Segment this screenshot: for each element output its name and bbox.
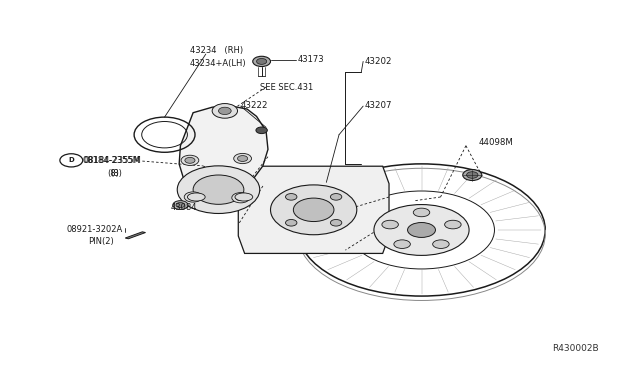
Circle shape (330, 193, 342, 200)
Text: 44098M: 44098M (479, 138, 513, 147)
Text: 43234   (RH): 43234 (RH) (190, 46, 243, 55)
Circle shape (285, 193, 297, 200)
Ellipse shape (298, 164, 545, 296)
Ellipse shape (408, 222, 435, 237)
Circle shape (256, 127, 268, 134)
Circle shape (253, 56, 271, 67)
Ellipse shape (349, 191, 495, 269)
Ellipse shape (445, 220, 461, 229)
Ellipse shape (433, 240, 449, 248)
Circle shape (257, 58, 267, 64)
Ellipse shape (374, 205, 469, 256)
Text: R430002B: R430002B (552, 344, 599, 353)
Polygon shape (238, 166, 389, 253)
Text: (8): (8) (108, 169, 119, 178)
Text: 08921-3202A: 08921-3202A (66, 225, 122, 234)
Circle shape (330, 219, 342, 226)
Circle shape (193, 175, 244, 204)
Circle shape (173, 201, 188, 209)
Circle shape (232, 193, 250, 203)
Text: D: D (68, 157, 74, 163)
Text: 43173: 43173 (298, 55, 324, 64)
Ellipse shape (188, 193, 205, 201)
Circle shape (176, 202, 185, 208)
Text: 08184-2355M: 08184-2355M (84, 156, 142, 165)
Text: PIN(2): PIN(2) (88, 237, 114, 246)
Circle shape (237, 155, 248, 161)
Text: 43222: 43222 (241, 101, 268, 110)
Circle shape (234, 153, 252, 164)
Text: 43207: 43207 (364, 101, 392, 110)
Text: 43084: 43084 (171, 203, 197, 212)
Circle shape (212, 103, 237, 118)
Circle shape (184, 192, 202, 202)
Ellipse shape (394, 240, 410, 248)
Text: 43234+A(LH): 43234+A(LH) (190, 59, 246, 68)
Ellipse shape (235, 193, 253, 201)
Polygon shape (125, 232, 145, 239)
Circle shape (188, 194, 198, 200)
Text: (8): (8) (111, 169, 122, 178)
Polygon shape (179, 105, 268, 208)
Circle shape (293, 198, 334, 222)
Ellipse shape (413, 208, 429, 217)
Circle shape (467, 172, 478, 178)
Circle shape (60, 154, 83, 167)
Circle shape (218, 107, 231, 115)
Text: 08184-2355M: 08184-2355M (82, 156, 140, 165)
Text: 43202: 43202 (364, 57, 392, 66)
Circle shape (181, 155, 199, 166)
Circle shape (271, 185, 356, 235)
Circle shape (177, 166, 260, 214)
Circle shape (185, 157, 195, 163)
Circle shape (236, 195, 246, 201)
Circle shape (463, 170, 482, 180)
Circle shape (285, 219, 297, 226)
Ellipse shape (382, 220, 398, 229)
Text: SEE SEC.431: SEE SEC.431 (260, 83, 313, 92)
